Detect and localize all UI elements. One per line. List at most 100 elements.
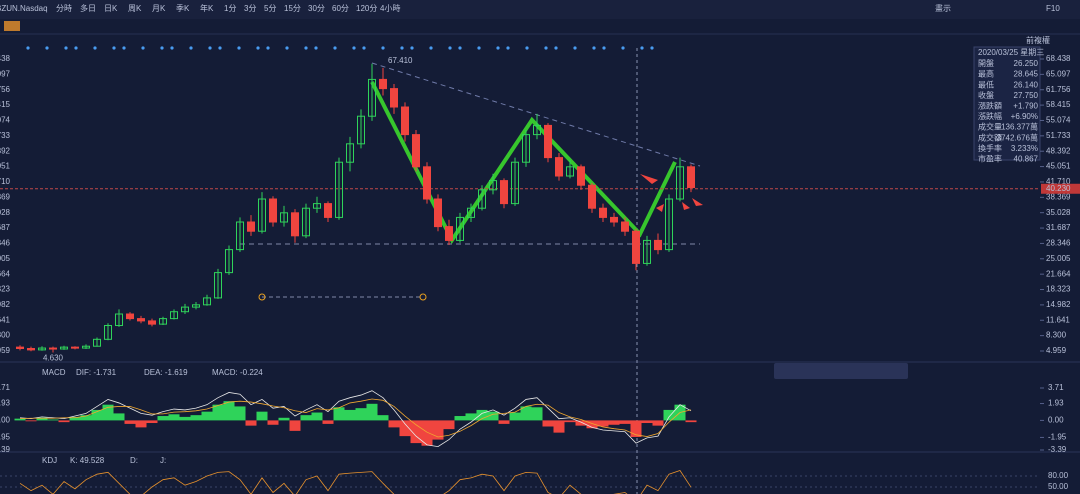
candle-body xyxy=(368,78,376,117)
info-value: 40.867 xyxy=(1014,155,1039,164)
y-tick-label: 68.438 xyxy=(0,54,11,63)
y-tick-label-right: -3.39 xyxy=(1048,445,1067,454)
period-tab[interactable]: 120分 xyxy=(356,4,377,13)
candle-body xyxy=(313,203,321,209)
signal-dot xyxy=(496,46,500,50)
period-tab[interactable]: 日K xyxy=(104,4,118,13)
period-tab[interactable]: 多日 xyxy=(80,3,96,13)
macd-bar xyxy=(454,416,466,421)
candle-body xyxy=(93,338,101,347)
signal-dot xyxy=(122,46,126,50)
macd-bar xyxy=(355,408,367,421)
period-tab[interactable]: 3分 xyxy=(244,4,256,13)
signal-dot xyxy=(26,46,30,50)
period-tab[interactable]: 1分 xyxy=(224,4,236,13)
macd-bar xyxy=(146,420,158,424)
info-label: 市盈率 xyxy=(978,154,1002,164)
period-tab[interactable]: 分時 xyxy=(56,4,72,13)
macd-bar xyxy=(652,420,664,426)
macd-bar xyxy=(410,420,422,444)
info-value: 136.377萬 xyxy=(1001,122,1038,132)
display-menu[interactable]: 畫示 xyxy=(935,3,951,13)
candle-body xyxy=(478,189,486,209)
low-annotation: 4.630 xyxy=(43,354,64,363)
period-tab[interactable]: 月K xyxy=(152,4,166,13)
candle-body xyxy=(16,346,24,350)
macd-bar xyxy=(91,409,103,421)
panel-title: MACD xyxy=(42,368,66,377)
candle-body xyxy=(104,325,112,340)
period-tab[interactable]: 60分 xyxy=(332,4,349,13)
candle-body xyxy=(126,313,134,320)
info-value: 26.140 xyxy=(1014,80,1039,89)
info-label: 成交量 xyxy=(978,122,1002,132)
y-tick-label: -3.39 xyxy=(0,445,11,454)
y-tick-label: 18.323 xyxy=(0,285,11,294)
floating-toolbar[interactable] xyxy=(774,363,908,379)
candle-body xyxy=(335,161,343,218)
signal-dot xyxy=(602,46,606,50)
y-tick-label-right: 35.028 xyxy=(1046,208,1071,217)
macd-bar xyxy=(421,420,433,446)
y-tick-label-right: 8.300 xyxy=(1046,331,1067,340)
period-tab[interactable]: 周K xyxy=(128,4,142,13)
candle-body xyxy=(412,134,420,168)
period-tab[interactable]: 5分 xyxy=(264,4,276,13)
period-tab[interactable]: 年K xyxy=(200,3,214,13)
macd-bar xyxy=(344,409,356,421)
info-label: 成交額 xyxy=(978,132,1002,142)
macd-bar xyxy=(201,411,213,421)
y-tick-label-right: 55.074 xyxy=(1046,116,1071,125)
macd-bar xyxy=(223,401,235,421)
macd-bar xyxy=(47,419,59,421)
f10-button[interactable]: F10 xyxy=(1046,4,1060,13)
candle-body xyxy=(357,115,365,145)
macd-bar xyxy=(278,417,290,421)
y-tick-label: 3.71 xyxy=(0,383,11,392)
macd-bar xyxy=(168,414,180,421)
y-tick-label: 25.005 xyxy=(0,254,11,263)
y-tick-label: 21.664 xyxy=(0,269,11,278)
y-tick-label: 4.959 xyxy=(0,346,11,355)
candle-body xyxy=(654,239,662,251)
y-tick-label-right: 14.982 xyxy=(1046,300,1071,309)
macd-bar xyxy=(256,411,268,421)
red-arrows xyxy=(640,174,703,212)
signal-dot xyxy=(554,46,558,50)
candle-body xyxy=(324,203,332,218)
candle-body xyxy=(38,347,46,351)
candle-body xyxy=(137,318,145,322)
adjust-mode[interactable]: 前複權 xyxy=(1026,35,1050,45)
period-tab[interactable]: 4小時 xyxy=(380,4,400,13)
last-price-label: 40.230 xyxy=(1046,184,1071,193)
macd-bar xyxy=(575,420,587,426)
period-tab[interactable]: 季K xyxy=(176,3,190,13)
signal-dot xyxy=(314,46,318,50)
candle-body xyxy=(500,180,508,205)
y-tick-label: 58.415 xyxy=(0,100,11,109)
panel-title: KDJ xyxy=(42,456,57,465)
macd-bar xyxy=(14,418,26,421)
y-tick-label: 35.028 xyxy=(0,208,11,217)
candle-body xyxy=(247,221,255,232)
y-tick-label-right: 41.710 xyxy=(1046,177,1071,186)
candle-body xyxy=(258,198,266,232)
signal-dot xyxy=(544,46,548,50)
candle-body xyxy=(291,212,299,237)
y-tick-label-right: 50.00 xyxy=(1048,482,1069,491)
macd-bar xyxy=(157,416,169,421)
info-label: 漲跌幅 xyxy=(978,111,1002,121)
macd-bar xyxy=(245,420,257,426)
y-tick-label: 0.00 xyxy=(0,416,11,425)
period-tab[interactable]: 15分 xyxy=(284,4,301,13)
tool-icon[interactable] xyxy=(4,21,20,31)
period-tab[interactable]: 30分 xyxy=(308,4,325,13)
candle-body xyxy=(533,124,541,136)
candle-body xyxy=(225,249,233,274)
macd-bar xyxy=(377,415,389,421)
measure-handle[interactable] xyxy=(419,293,427,301)
measure-handle[interactable] xyxy=(258,293,266,301)
y-tick-label-right: 25.005 xyxy=(1046,254,1071,263)
y-tick-label-right: 51.733 xyxy=(1046,131,1071,140)
